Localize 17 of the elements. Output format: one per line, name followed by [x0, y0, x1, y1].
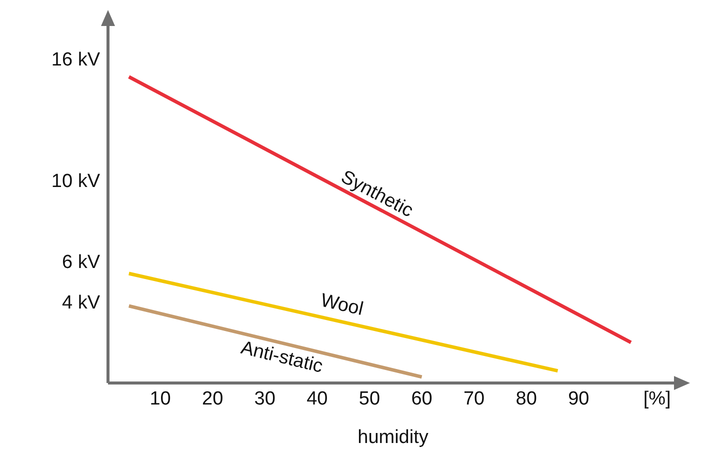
- x-tick-label: 30: [254, 388, 276, 410]
- x-tick-label: 90: [568, 388, 590, 410]
- x-tick-label: 80: [516, 388, 537, 410]
- y-tick-label: 6 kV: [62, 252, 100, 274]
- x-tick-label: 50: [358, 388, 380, 410]
- y-tick-label: 16 kV: [51, 49, 100, 70]
- x-axis-title: humidity: [358, 427, 429, 448]
- x-tick-label: 10: [150, 388, 171, 410]
- x-tick-label: 40: [306, 388, 328, 410]
- y-tick-label: 4 kV: [62, 292, 100, 314]
- x-tick-label: 60: [411, 388, 432, 410]
- text: Anti-static: [238, 337, 325, 378]
- x-tick-label: 20: [202, 388, 224, 410]
- y-tick-label: 10 kV: [51, 170, 100, 192]
- x-tick-label: [%]: [643, 388, 671, 410]
- text: Wool: [318, 290, 366, 320]
- x-tick-label: 70: [463, 388, 485, 410]
